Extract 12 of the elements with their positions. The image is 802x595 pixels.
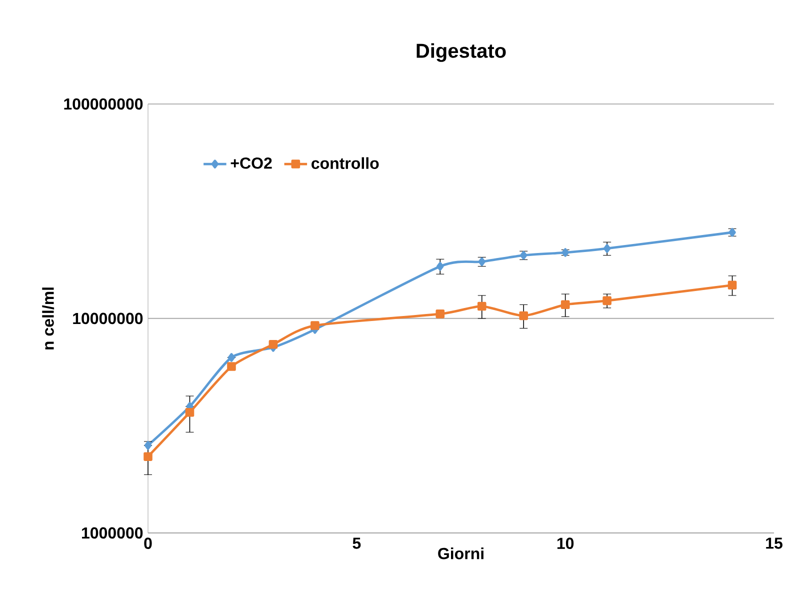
y-axis-title: n cell/ml <box>42 288 54 350</box>
y-tick-label: 1000000 <box>82 527 143 539</box>
x-tick-label: 15 <box>766 538 782 549</box>
y-tick-label: 100000000 <box>64 98 143 110</box>
x-tick-label: 5 <box>352 538 361 549</box>
y-tick-label: 10000000 <box>73 312 143 324</box>
x-axis-title: Giorni <box>438 548 484 560</box>
legend-label: controllo <box>312 157 379 169</box>
chart-title: Digestato <box>416 43 506 62</box>
x-tick-label: 0 <box>144 538 152 549</box>
legend-label: +CO2 <box>230 157 272 169</box>
x-tick-label: 10 <box>557 538 574 549</box>
